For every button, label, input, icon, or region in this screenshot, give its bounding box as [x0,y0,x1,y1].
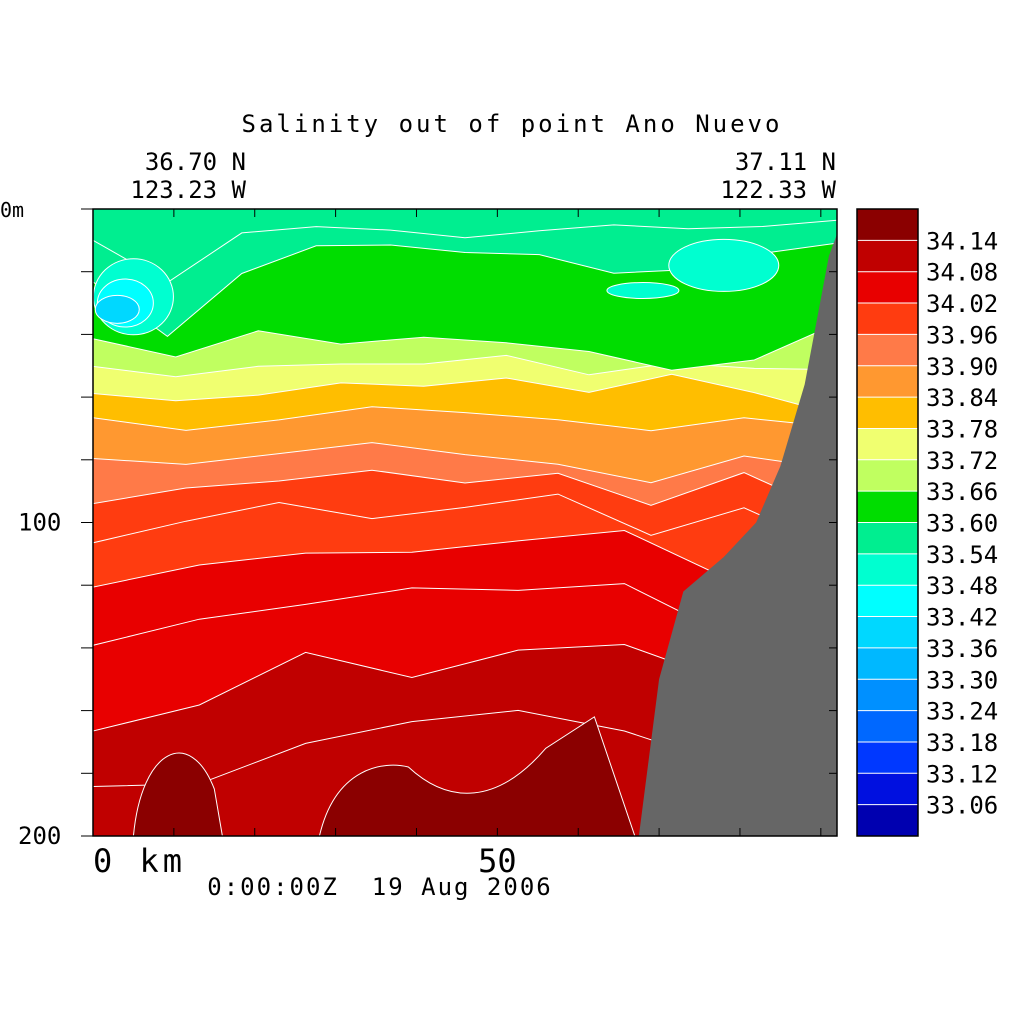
axes: 0m 100 200 0 km 50 [0,198,838,880]
colorbar-label: 33.90 [926,353,998,381]
colorbar-swatch [857,428,918,461]
colorbar-label: 33.96 [926,321,998,349]
plot-area [93,209,837,836]
start-longitude: 123.23 W [130,176,246,204]
y-tick-label: 0m [0,198,24,222]
colorbar-label: 33.48 [926,572,998,600]
colorbar-label: 33.12 [926,760,998,788]
colorbar-swatch [857,209,918,241]
colorbar-label: 33.18 [926,729,998,757]
colorbar-swatch [857,710,918,743]
colorbar-label: 33.24 [926,698,998,726]
colorbar-swatch [857,647,918,680]
x-tick-label: 0 km [93,842,186,880]
colorbar-swatch [857,303,918,335]
salinity-core [318,716,636,836]
colorbar: 34.14 34.08 34.02 33.96 33.90 33.84 33.78 33.72… [856,208,998,837]
colorbar-swatch [857,679,918,712]
colorbar-label: 34.08 [926,259,998,287]
chart-title: Salinity out of point Ano Nuevo [241,110,783,138]
colorbar-swatch [857,365,918,398]
colorbar-swatch [857,773,918,806]
colorbar-swatch [857,522,918,555]
x-tick-label: 50 [478,842,517,880]
y-tick-label: 200 [18,822,61,850]
timestamp-label: 0:00:00Z 19 Aug 2006 [207,873,553,901]
colorbar-swatch [857,397,918,429]
colorbar-label: 33.06 [926,792,998,820]
colorbar-label: 33.84 [926,384,998,412]
colorbar-swatch [857,553,918,586]
colorbar-swatch [857,616,918,649]
start-latitude: 36.70 N [144,148,246,176]
colorbar-label: 33.36 [926,635,998,663]
colorbar-swatch [857,240,918,273]
colorbar-swatch [857,585,918,618]
salinity-patch [668,238,780,292]
colorbar-swatch [857,491,918,523]
end-longitude: 122.33 W [720,176,836,204]
colorbar-label: 33.66 [926,478,998,506]
end-latitude: 37.11 N [734,148,836,176]
colorbar-swatch [857,334,918,367]
salinity-core [132,752,223,836]
colorbar-label: 33.42 [926,604,998,632]
salinity-band [93,209,837,284]
colorbar-label: 33.30 [926,666,998,694]
colorbar-label: 33.60 [926,510,998,538]
salinity-patch [606,282,680,300]
y-tick-label: 100 [18,509,61,537]
colorbar-label: 34.02 [926,290,998,318]
colorbar-label: 33.72 [926,447,998,475]
colorbar-frame [856,208,919,837]
colorbar-swatch [857,459,918,492]
colorbar-label: 34.14 [926,227,998,255]
colorbar-swatch [857,271,918,304]
bathymetry [638,209,837,836]
salinity-patch [94,294,140,324]
colorbar-swatch [857,804,918,837]
colorbar-label: 33.54 [926,541,998,569]
colorbar-label: 33.78 [926,415,998,443]
salinity-band [93,209,837,338]
colorbar-swatch [857,741,918,774]
